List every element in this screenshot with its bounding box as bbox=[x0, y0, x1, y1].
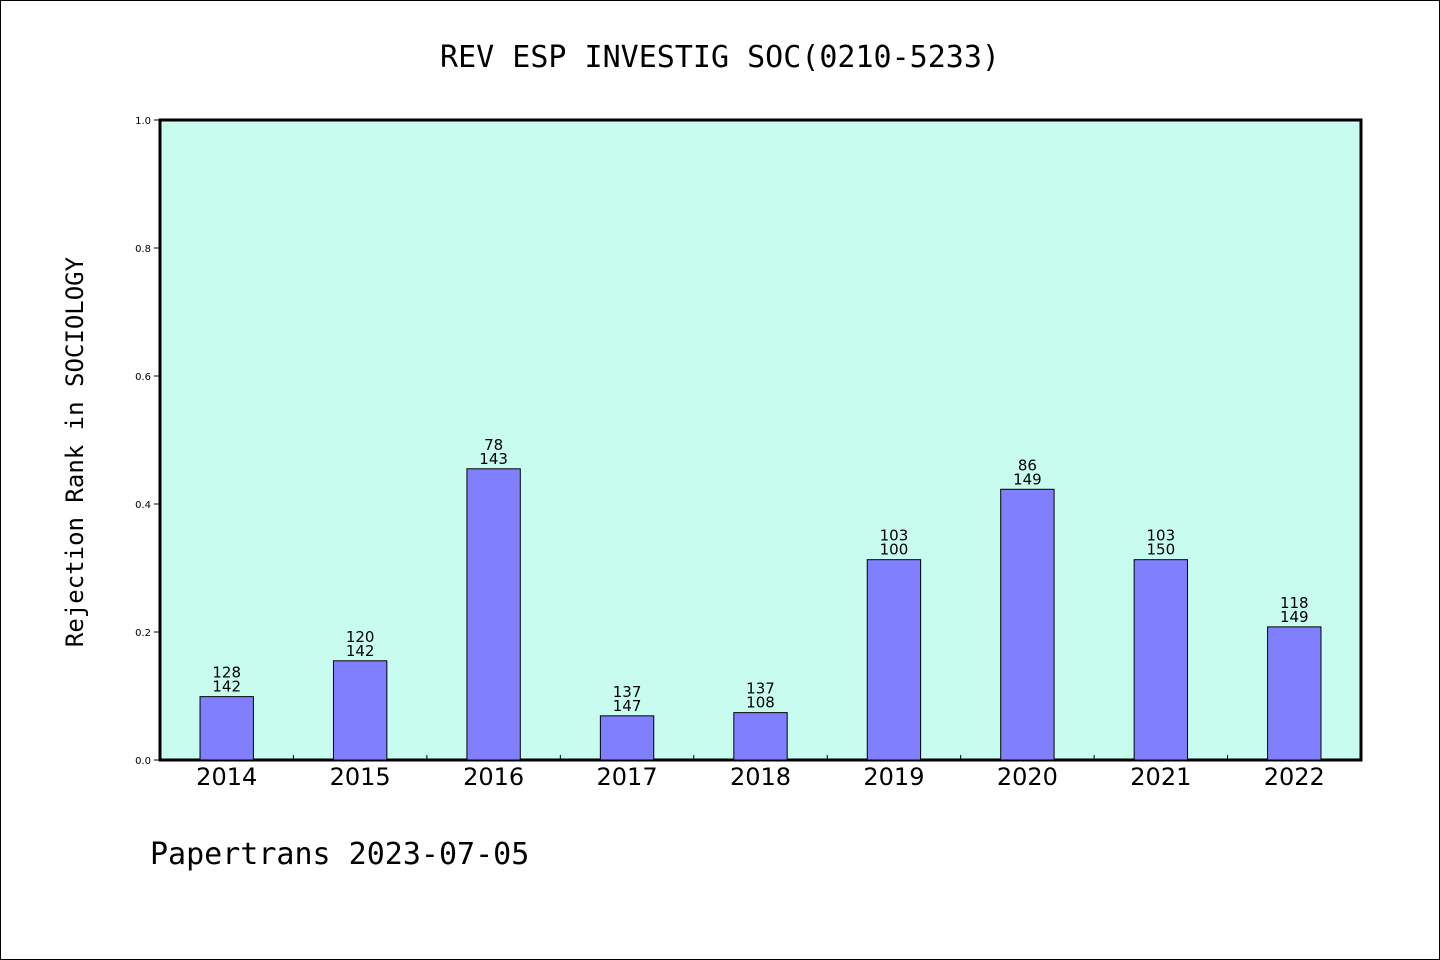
bar-label-top: 120 bbox=[346, 628, 375, 646]
bar-2020 bbox=[1000, 488, 1055, 761]
x-tick-label: 2018 bbox=[730, 763, 791, 791]
x-tick-label: 2015 bbox=[330, 763, 391, 791]
bar-2014 bbox=[199, 696, 254, 761]
bar-label-bottom: 150 bbox=[1147, 541, 1176, 559]
bar-label-bottom: 149 bbox=[1013, 470, 1042, 488]
bar-label-top: 137 bbox=[613, 683, 642, 701]
x-tick-label: 2017 bbox=[597, 763, 658, 791]
x-tick-label: 2014 bbox=[196, 763, 257, 791]
bar-label-bottom: 149 bbox=[1280, 608, 1309, 626]
bar-label-top: 118 bbox=[1280, 594, 1309, 612]
bar-label-bottom: 142 bbox=[346, 642, 375, 660]
bar-label-bottom: 143 bbox=[479, 450, 508, 468]
x-tick-label: 2020 bbox=[997, 763, 1058, 791]
bars: 1281421201427814313714713710810310086149… bbox=[199, 436, 1322, 761]
x-tick-label: 2019 bbox=[863, 763, 924, 791]
y-tick-label: 0.8 bbox=[135, 244, 151, 255]
bar-label-top: 103 bbox=[880, 527, 909, 545]
bar-label-top: 128 bbox=[212, 664, 241, 682]
y-tick-label: 0.0 bbox=[135, 756, 151, 767]
bar-2018 bbox=[733, 712, 788, 761]
y-axis: 0.0 0.2 0.4 0.6 0.8 1.0 bbox=[135, 116, 160, 767]
bar-label-bottom: 147 bbox=[613, 697, 642, 715]
bar-label-top: 103 bbox=[1147, 527, 1176, 545]
chart-title: REV ESP INVESTIG SOC(0210-5233) bbox=[440, 40, 1000, 75]
bar-2015 bbox=[332, 660, 388, 761]
bar-label-top: 137 bbox=[746, 680, 775, 698]
y-tick-label: 1.0 bbox=[135, 116, 151, 127]
y-tick-label: 0.6 bbox=[135, 372, 151, 383]
x-tick-label: 2021 bbox=[1130, 763, 1191, 791]
bar-label-bottom: 108 bbox=[746, 694, 775, 712]
bar-2016 bbox=[466, 468, 521, 761]
y-tick-label: 0.2 bbox=[135, 628, 151, 639]
bar-label-bottom: 100 bbox=[880, 541, 909, 559]
y-axis-label: Rejection Rank in SOCIOLOGY bbox=[61, 256, 89, 647]
bar-2021 bbox=[1133, 559, 1189, 761]
bar-label-top: 86 bbox=[1018, 456, 1037, 474]
bar-label-top: 78 bbox=[484, 436, 503, 454]
x-axis: 2014 2015 2016 2017 2018 2019 2020 2021 2022 bbox=[196, 755, 1325, 791]
bar-2017 bbox=[599, 715, 655, 761]
bar-2019 bbox=[866, 559, 922, 761]
x-tick-label: 2016 bbox=[463, 763, 524, 791]
bar-2022 bbox=[1267, 626, 1322, 761]
x-tick-label: 2022 bbox=[1264, 763, 1325, 791]
footer-text: Papertrans 2023-07-05 bbox=[150, 837, 529, 872]
bar-label-bottom: 142 bbox=[212, 678, 241, 696]
y-tick-label: 0.4 bbox=[135, 500, 151, 511]
